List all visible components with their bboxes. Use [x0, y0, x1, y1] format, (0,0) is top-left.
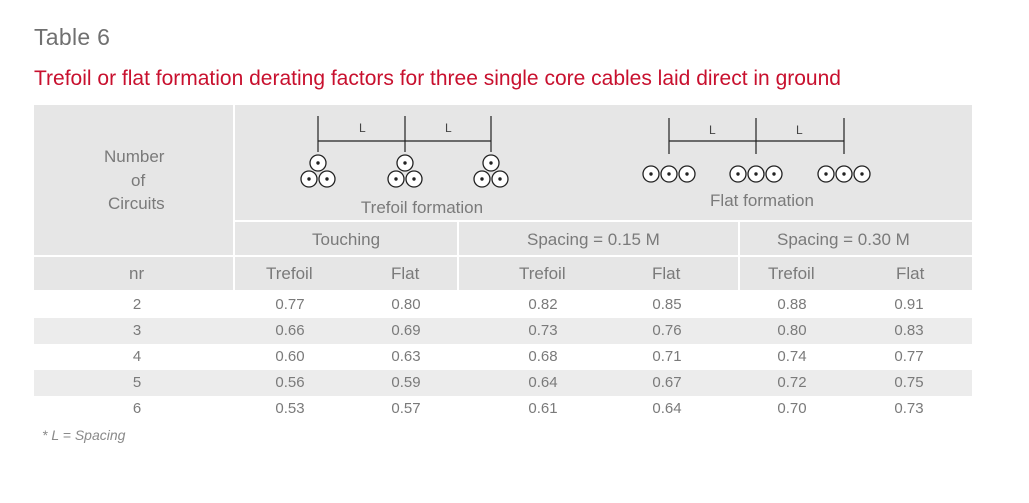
subhead-030-trefoil: Trefoil [768, 264, 815, 283]
table-cell-nr: 6 [132, 400, 142, 417]
header-number-label: Number [104, 147, 165, 166]
table-cell-nr: 2 [132, 296, 142, 313]
subhead-touching-trefoil: Trefoil [266, 264, 313, 283]
header-spacing-030-cell [740, 222, 972, 255]
group-touching: Touching [312, 230, 381, 249]
flat-spacing-label-1: L [709, 123, 716, 137]
trefoil-spacing-label-1: L [359, 121, 366, 135]
table-label: Table 6 [34, 24, 111, 50]
table-cell-value: 0.70 [777, 400, 807, 417]
trefoil-cable-group-1 [300, 154, 336, 188]
trefoil-caption: Trefoil formation [361, 198, 483, 217]
table-cell-value: 0.66 [275, 322, 305, 339]
table-cell-value: 0.67 [652, 374, 682, 391]
table-cell-value: 0.82 [528, 296, 558, 313]
table-cell-nr: 4 [132, 348, 142, 365]
trefoil-cable-group-2 [387, 154, 423, 188]
table-cell-value: 0.88 [777, 296, 807, 313]
header-nr-cell [34, 257, 233, 290]
header-spacing-015-cell [459, 222, 738, 255]
group-spacing-030: Spacing = 0.30 M [777, 230, 910, 249]
table-cell-value: 0.69 [391, 322, 421, 339]
group-spacing-015: Spacing = 0.15 M [527, 230, 660, 249]
header-sub-030-cell [740, 257, 972, 290]
table-cell-value: 0.83 [894, 322, 924, 339]
header-nr: nr [129, 264, 145, 283]
subhead-touching-flat: Flat [391, 264, 420, 283]
flat-dimension-line [668, 118, 845, 154]
trefoil-cable-group-3 [473, 154, 509, 188]
table-cell-value: 0.59 [391, 374, 421, 391]
table-cell-nr: 5 [132, 374, 142, 391]
table-cell-value: 0.68 [528, 348, 558, 365]
table-cell-value: 0.64 [528, 374, 558, 391]
table-row-band [34, 318, 972, 344]
table-cell-value: 0.85 [652, 296, 682, 313]
table-cell-value: 0.53 [275, 400, 305, 417]
table-cell-value: 0.80 [391, 296, 421, 313]
table-cell-value: 0.73 [528, 322, 558, 339]
table-cell-value: 0.77 [275, 296, 305, 313]
table-cell-value: 0.71 [652, 348, 682, 365]
table-cell-value: 0.74 [777, 348, 807, 365]
table-cell-value: 0.64 [652, 400, 682, 417]
subhead-015-flat: Flat [652, 264, 681, 283]
table-cell-value: 0.60 [275, 348, 305, 365]
table-cell-value: 0.77 [894, 348, 924, 365]
trefoil-cable-cores [307, 161, 502, 181]
table-row-band [34, 370, 972, 396]
table-cell-nr: 3 [132, 322, 142, 339]
header-circuits-label: Circuits [108, 194, 165, 213]
table-cell-value: 0.91 [894, 296, 924, 313]
table-cell-value: 0.56 [275, 374, 305, 391]
header-of-label: of [131, 171, 146, 190]
flat-caption: Flat formation [710, 191, 814, 210]
table-cell-value: 0.63 [391, 348, 421, 365]
header-diagram-cell [235, 105, 972, 220]
table-cell-value: 0.57 [391, 400, 421, 417]
formation-diagrams: L L Trefoil formation L L Flat formation [300, 116, 871, 217]
header-circuits-cell [34, 105, 233, 255]
header-sub-015-cell [459, 257, 738, 290]
subhead-015-trefoil: Trefoil [519, 264, 566, 283]
page-title: Trefoil or flat formation derating facto… [34, 67, 841, 90]
table-cell-value: 0.73 [894, 400, 924, 417]
subhead-030-flat: Flat [896, 264, 925, 283]
table-cell-value: 0.72 [777, 374, 807, 391]
header-touching-cell [235, 222, 457, 255]
table-cell-value: 0.75 [894, 374, 924, 391]
table-cell-value: 0.76 [652, 322, 682, 339]
footnote: * L = Spacing [42, 427, 126, 443]
table-cell-value: 0.80 [777, 322, 807, 339]
trefoil-dimension-line [317, 116, 492, 152]
flat-spacing-label-2: L [796, 123, 803, 137]
table-cell-value: 0.61 [528, 400, 558, 417]
flat-cable-cores [649, 172, 864, 176]
header-sub-touching-cell [235, 257, 457, 290]
trefoil-spacing-label-2: L [445, 121, 452, 135]
